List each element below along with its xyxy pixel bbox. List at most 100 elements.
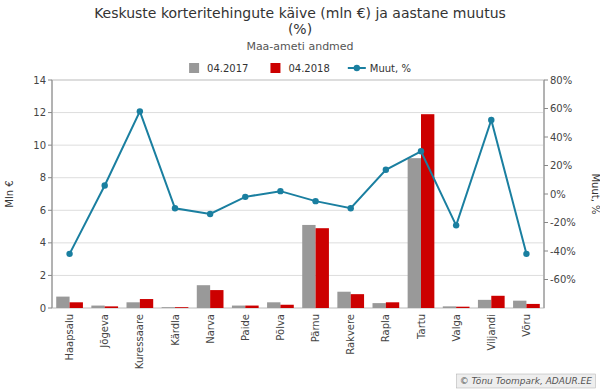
axis-title: Muut, % (590, 173, 600, 214)
legend-swatch (189, 63, 199, 73)
bar (105, 306, 118, 308)
marks (56, 108, 540, 308)
tick-mark (48, 308, 52, 309)
point (172, 205, 178, 211)
bar (267, 302, 280, 308)
point (277, 188, 283, 194)
tick-mark (48, 275, 52, 276)
bar (513, 301, 526, 308)
category-label: Tartu (416, 314, 427, 340)
tick-mark (48, 112, 52, 113)
legend-swatch (354, 65, 360, 71)
category-label: Võru (521, 314, 532, 337)
tick-label: 14 (33, 75, 46, 86)
grid-line (52, 80, 544, 81)
bar (210, 290, 223, 308)
bar (491, 296, 504, 308)
bar (408, 158, 421, 308)
point (102, 182, 108, 188)
tick-mark (544, 222, 548, 223)
legend-label: 04.2018 (288, 63, 329, 74)
category-label: Rakvere (345, 314, 356, 355)
point (66, 251, 72, 257)
tick-label: 40% (550, 132, 572, 143)
tick-label: -40% (550, 246, 576, 257)
category-label: Põlva (275, 314, 286, 341)
legend-label: Muut, % (370, 63, 411, 74)
point (207, 211, 213, 217)
tick-label: -20% (550, 217, 576, 228)
title-line: Keskuste korteritehingute käive (mln €) … (94, 5, 506, 21)
tick-label: 60% (550, 103, 572, 114)
axes: 02468101214-60%-40%-20%0%20%40%60%80% (33, 75, 576, 314)
legend-swatch (270, 63, 280, 73)
tick-label: 8 (40, 172, 46, 183)
bar (245, 306, 258, 308)
tick-mark (48, 145, 52, 146)
annotation: © Tõnu Toompark, ADAUR.EE (457, 374, 596, 388)
bar (127, 302, 140, 308)
point (242, 194, 248, 200)
chart: Keskuste korteritehingute käive (mln €) … (0, 0, 600, 392)
category-label: Rapla (380, 314, 391, 342)
legend-label: 04.2017 (207, 63, 248, 74)
grid (52, 80, 544, 308)
grid-line (52, 308, 544, 309)
grid-line (52, 242, 544, 243)
point (418, 148, 424, 154)
tick-mark (544, 108, 548, 109)
category-label: Kärdla (170, 314, 181, 346)
category-label: Pärnu (310, 314, 321, 342)
tick-label: 20% (550, 160, 572, 171)
grid-line (52, 210, 544, 211)
bar (197, 285, 210, 308)
bar (373, 303, 386, 308)
bar (232, 306, 245, 308)
category-label: Paide (240, 314, 251, 341)
legend: 04.2017 04.2018 Muut, % (189, 63, 411, 74)
bar (316, 228, 329, 308)
bar (175, 307, 188, 308)
bar (140, 299, 153, 308)
tick-mark (544, 251, 548, 252)
point (453, 222, 459, 228)
tick-label: 0% (550, 189, 566, 200)
legend-item: 04.2017 (189, 63, 248, 74)
bar (70, 302, 83, 308)
point (523, 251, 529, 257)
title: Keskuste korteritehingute käive (mln €) … (94, 5, 506, 37)
category-label: Viljandi (486, 314, 497, 351)
axis-line (52, 80, 53, 308)
line (70, 111, 527, 254)
tick-label: 10 (33, 140, 46, 151)
point (348, 205, 354, 211)
tick-mark (544, 80, 548, 81)
axis-title: Mln € (4, 180, 15, 207)
category-label: Narva (205, 314, 216, 344)
bar (302, 225, 315, 308)
tick-mark (48, 177, 52, 178)
legend-item: Muut, % (348, 63, 411, 74)
category-label: Jõgeva (99, 314, 110, 349)
grid-line (52, 275, 544, 276)
point (137, 108, 143, 114)
tick-mark (544, 137, 548, 138)
bar (421, 114, 434, 308)
plot-frame (52, 80, 544, 308)
category-label: Haapsalu (64, 314, 75, 361)
tick-label: -60% (550, 274, 576, 285)
title-line: (%) (288, 21, 312, 37)
tick-label: 6 (40, 205, 46, 216)
tick-label: 80% (550, 75, 572, 86)
tick-mark (48, 242, 52, 243)
legend-item: 04.2018 (270, 63, 329, 74)
bar (443, 306, 456, 308)
grid-line (52, 177, 544, 178)
bar (280, 305, 293, 308)
point (312, 198, 318, 204)
axis-line (544, 80, 545, 308)
point (488, 117, 494, 123)
grid-line (52, 145, 544, 146)
bar (386, 302, 399, 308)
bar (337, 292, 350, 308)
